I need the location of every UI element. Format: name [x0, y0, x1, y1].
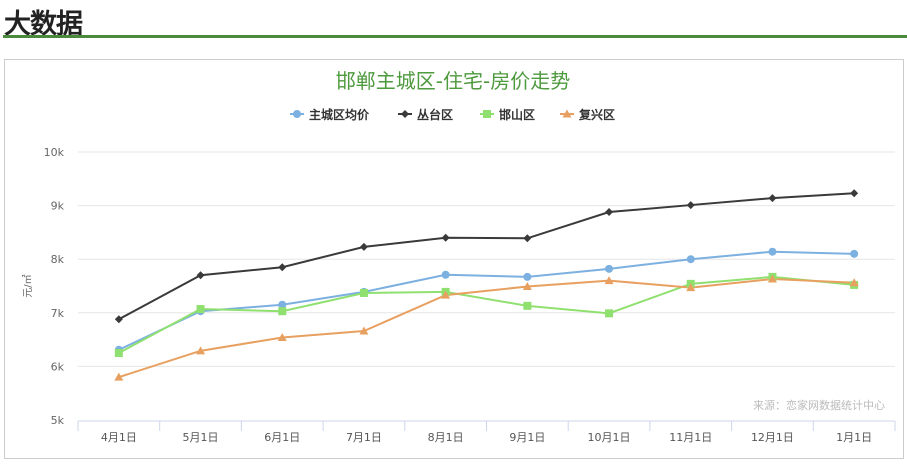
data-point[interactable]: [768, 247, 777, 256]
x-tick-label: 7月1日: [346, 431, 382, 444]
data-point[interactable]: [767, 274, 777, 283]
data-point[interactable]: [359, 242, 368, 251]
data-point[interactable]: [522, 282, 532, 291]
legend-label: 复兴区: [578, 107, 615, 122]
data-point[interactable]: [604, 276, 614, 285]
heading-divider: [3, 35, 907, 38]
x-tick-label: 1月1日: [836, 431, 872, 444]
series-line: [118, 192, 855, 321]
data-point[interactable]: [196, 346, 206, 355]
x-tick-label: 8月1日: [428, 431, 464, 444]
legend-item[interactable]: 邯山区: [480, 107, 535, 122]
chart-title: 邯郸主城区-住宅-房价走势: [336, 69, 570, 93]
series-line: [118, 275, 855, 354]
data-point[interactable]: [523, 301, 532, 310]
data-point[interactable]: [278, 263, 287, 272]
legend-marker: [483, 110, 491, 118]
data-point[interactable]: [768, 194, 777, 203]
x-tick-label: 12月1日: [751, 431, 794, 444]
data-point[interactable]: [277, 332, 287, 341]
x-tick-label: 4月1日: [101, 431, 137, 444]
legend-label: 丛台区: [417, 107, 453, 122]
data-point[interactable]: [441, 270, 450, 279]
y-tick-label: 8k: [51, 253, 65, 266]
data-point[interactable]: [114, 315, 123, 324]
chart-credit: 来源：恋家网数据统计中心: [753, 398, 885, 412]
y-tick-label: 10k: [44, 146, 65, 159]
data-point[interactable]: [605, 264, 614, 273]
legend-item[interactable]: 主城区均价: [290, 107, 370, 122]
data-point[interactable]: [359, 326, 369, 335]
series-line: [118, 250, 855, 351]
data-point[interactable]: [686, 283, 696, 292]
section-heading: 大数据: [4, 9, 83, 40]
data-point[interactable]: [278, 307, 287, 316]
data-point[interactable]: [523, 234, 532, 243]
legend-label: 主城区均价: [309, 107, 370, 122]
x-tick-label: 6月1日: [264, 431, 300, 444]
data-point[interactable]: [850, 189, 859, 198]
data-point[interactable]: [605, 208, 614, 217]
data-point[interactable]: [686, 255, 695, 264]
legend-marker: [562, 109, 572, 118]
data-point[interactable]: [523, 272, 532, 281]
series-line: [118, 278, 855, 379]
data-point[interactable]: [850, 249, 859, 258]
data-point[interactable]: [114, 349, 123, 357]
data-point[interactable]: [441, 290, 451, 299]
data-point[interactable]: [441, 233, 450, 242]
data-point[interactable]: [114, 372, 124, 381]
x-tick-label: 11月1日: [669, 431, 712, 444]
y-tick-label: 6k: [51, 360, 65, 373]
chart-frame: [4, 59, 904, 459]
legend-marker: [401, 110, 409, 118]
data-point[interactable]: [278, 300, 287, 309]
x-tick-label: 5月1日: [183, 431, 219, 444]
y-tick-label: 5k: [51, 414, 65, 427]
y-axis-label: 元/㎡: [22, 274, 34, 297]
legend-marker: [293, 110, 301, 118]
data-point[interactable]: [196, 305, 205, 314]
legend-label: 邯山区: [499, 107, 535, 122]
x-tick-label: 9月1日: [509, 431, 545, 444]
y-tick-label: 9k: [51, 200, 65, 213]
y-tick-label: 7k: [51, 307, 65, 320]
legend-item[interactable]: 丛台区: [398, 107, 453, 122]
data-point[interactable]: [359, 288, 368, 297]
legend-item[interactable]: 复兴区: [560, 107, 615, 122]
data-point[interactable]: [849, 278, 859, 287]
data-point[interactable]: [686, 201, 695, 210]
data-point[interactable]: [605, 309, 614, 318]
data-point[interactable]: [196, 271, 205, 280]
x-tick-label: 10月1日: [588, 431, 631, 444]
